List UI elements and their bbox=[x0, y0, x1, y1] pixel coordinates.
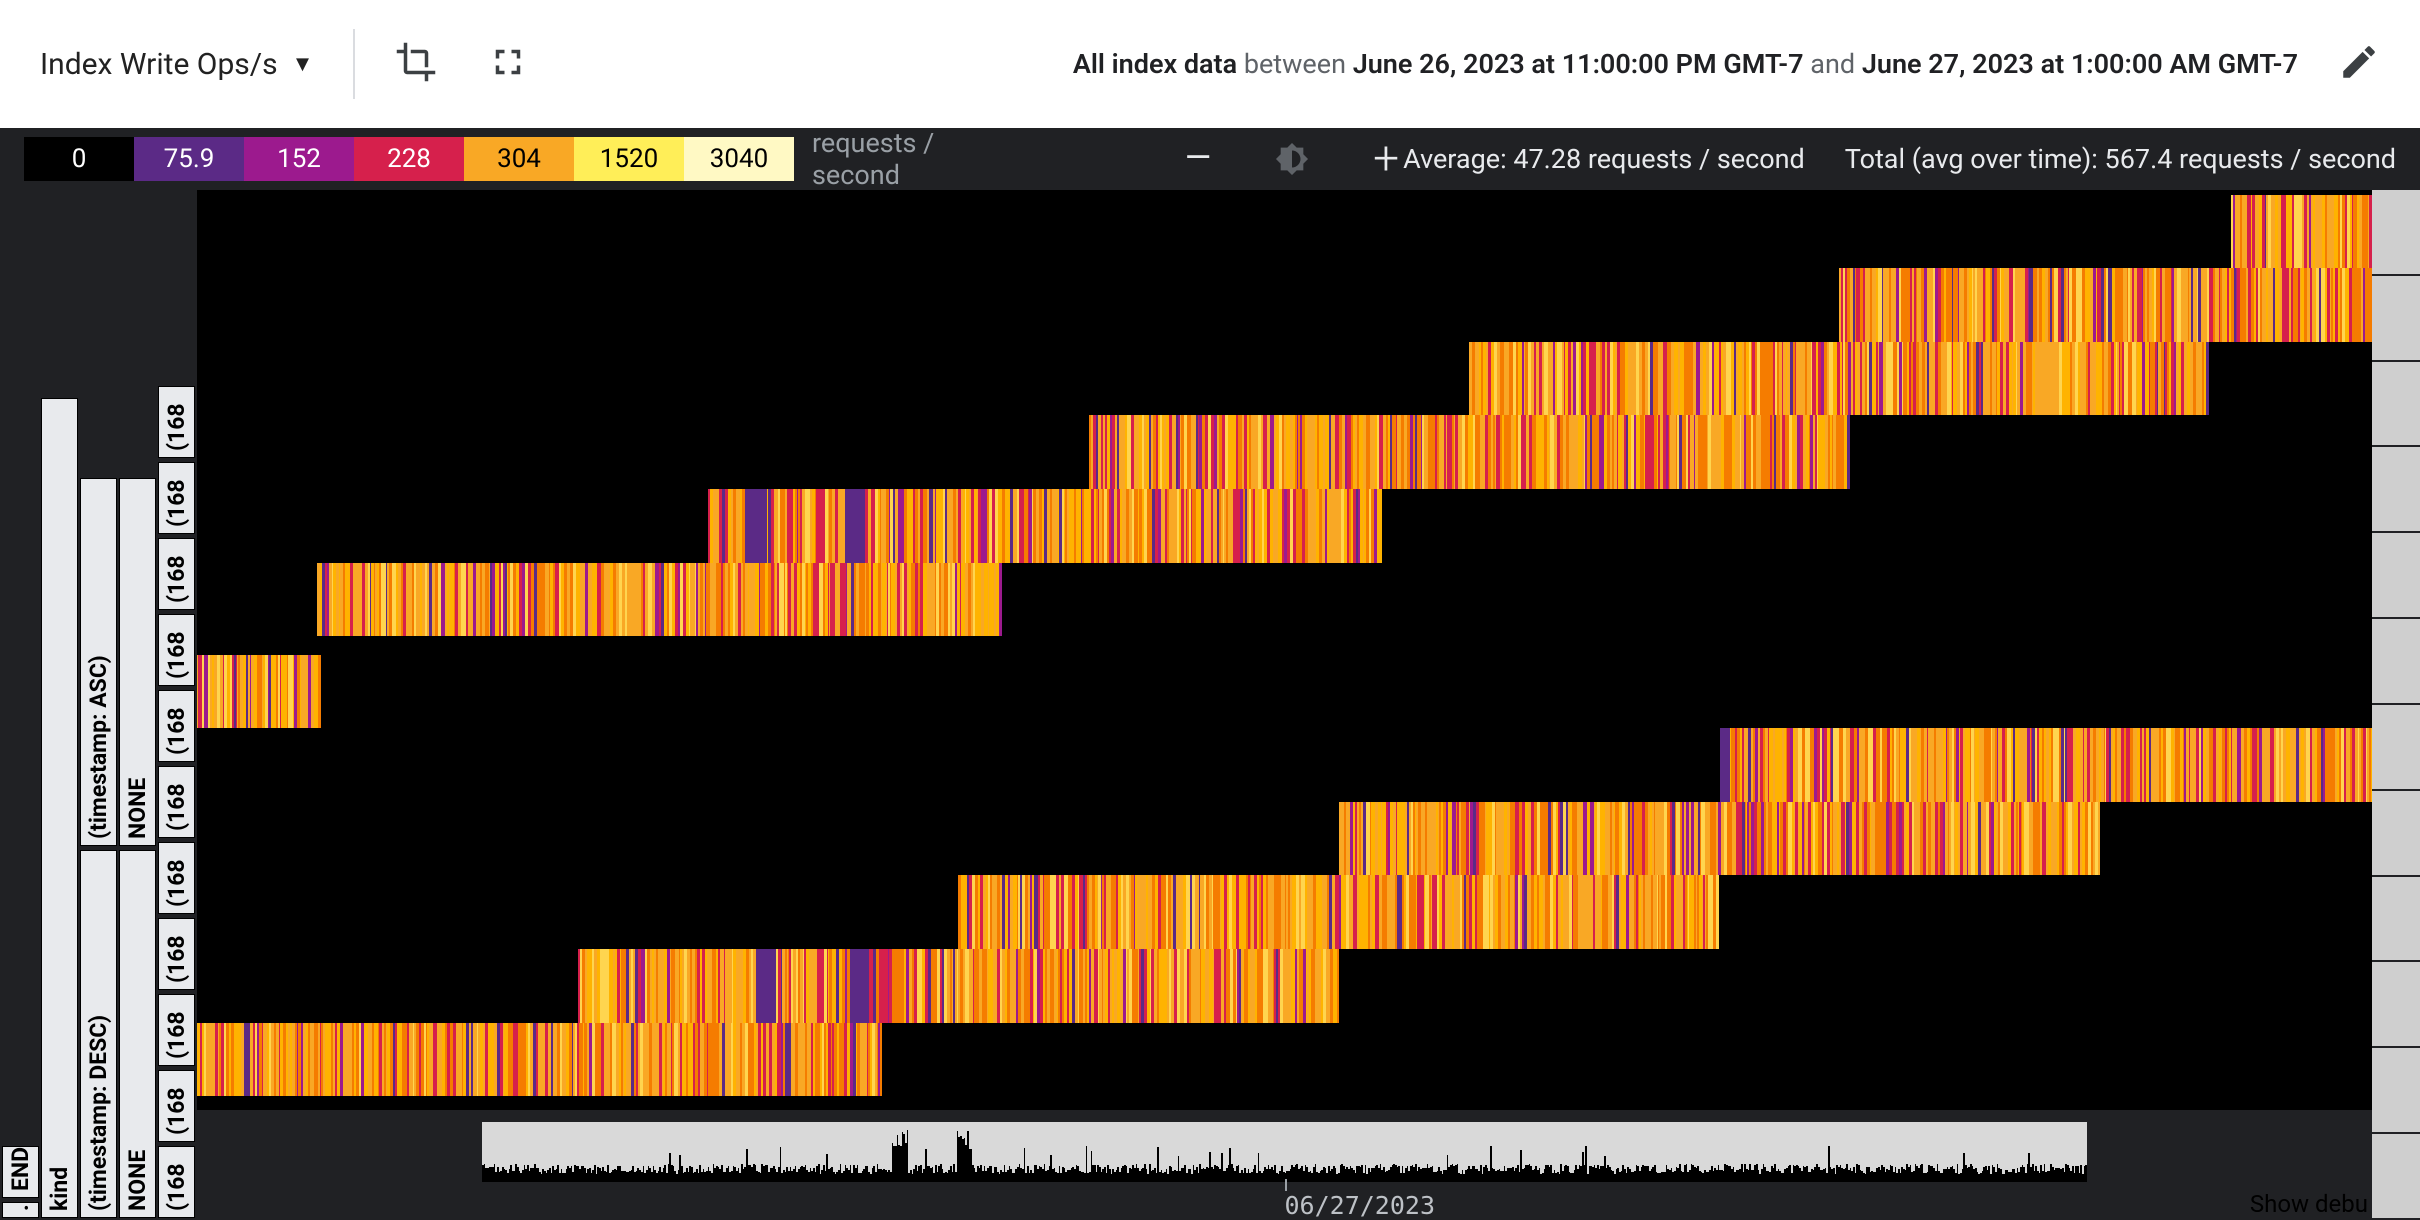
right-marker bbox=[2372, 619, 2420, 705]
heatmap-canvas[interactable] bbox=[197, 190, 2372, 1110]
y-label: (168 bbox=[158, 842, 195, 914]
y-axis-labels: . ENDkind(timestamp: DESC) (timestamp: ASC… bbox=[0, 190, 197, 1220]
timeline-brush[interactable]: 06/27/2023 Show debu bbox=[197, 1110, 2372, 1220]
header-bar: Index Write Ops/s ▼ All index data betwe… bbox=[0, 0, 2420, 128]
right-marker bbox=[2372, 276, 2420, 362]
divider bbox=[353, 29, 355, 99]
legend-swatch: 228 bbox=[354, 137, 464, 181]
right-marker bbox=[2372, 190, 2420, 276]
right-marker bbox=[2372, 1048, 2420, 1134]
brightness-icon[interactable] bbox=[1275, 142, 1309, 176]
y-label: . bbox=[2, 1202, 39, 1218]
legend-swatch: 304 bbox=[464, 137, 574, 181]
metric-label: Index Write Ops/s bbox=[40, 47, 278, 82]
y-label: (168 bbox=[158, 614, 195, 686]
y-label: (timestamp: DESC) bbox=[80, 850, 117, 1218]
y-label: END bbox=[2, 1146, 39, 1198]
y-label: kind bbox=[41, 398, 78, 1218]
y-label: (168 bbox=[158, 462, 195, 534]
right-marker bbox=[2372, 1134, 2420, 1220]
right-marker bbox=[2372, 877, 2420, 963]
zoom-out-button[interactable]: − bbox=[1181, 142, 1215, 176]
y-label: (168 bbox=[158, 386, 195, 458]
metric-dropdown[interactable]: Index Write Ops/s ▼ bbox=[40, 47, 313, 82]
legend-toolbar: 075.915222830415203040 requests / second… bbox=[0, 128, 2420, 190]
right-marker bbox=[2372, 362, 2420, 448]
y-label: NONE bbox=[119, 478, 156, 846]
legend-units: requests / second bbox=[812, 127, 941, 191]
legend-swatch: 1520 bbox=[574, 137, 684, 181]
right-marker bbox=[2372, 791, 2420, 877]
right-marker bbox=[2372, 447, 2420, 533]
y-label: (168 bbox=[158, 538, 195, 610]
legend-swatch: 75.9 bbox=[134, 137, 244, 181]
y-label: (timestamp: ASC) bbox=[80, 478, 117, 846]
chevron-down-icon: ▼ bbox=[292, 51, 314, 77]
heatmap-panel: . ENDkind(timestamp: DESC) (timestamp: ASC… bbox=[0, 190, 2420, 1220]
y-label: (168 bbox=[158, 1070, 195, 1142]
stat-average: Average: 47.28 requests / second bbox=[1403, 143, 1805, 175]
time-range-label: All index data between June 26, 2023 at … bbox=[1073, 48, 2298, 80]
color-legend: 075.915222830415203040 bbox=[24, 137, 794, 181]
fullscreen-icon[interactable] bbox=[487, 41, 529, 87]
crop-icon[interactable] bbox=[395, 41, 437, 87]
legend-swatch: 3040 bbox=[684, 137, 794, 181]
y-label: NONE bbox=[119, 850, 156, 1218]
right-marker bbox=[2372, 533, 2420, 619]
stats-readout: Average: 47.28 requests / second Total (… bbox=[1403, 143, 2396, 175]
y-label: (168 bbox=[158, 1146, 195, 1218]
right-markers bbox=[2372, 190, 2420, 1220]
debug-link[interactable]: Show debu bbox=[2250, 1190, 2368, 1218]
y-label: (168 bbox=[158, 766, 195, 838]
legend-swatch: 0 bbox=[24, 137, 134, 181]
y-label: (168 bbox=[158, 994, 195, 1066]
edit-icon[interactable] bbox=[2338, 41, 2380, 87]
right-marker bbox=[2372, 962, 2420, 1048]
timeline-tick: 06/27/2023 bbox=[1285, 1191, 1436, 1220]
y-label: (168 bbox=[158, 690, 195, 762]
y-label: (168 bbox=[158, 918, 195, 990]
sparkline[interactable] bbox=[482, 1122, 2087, 1182]
stat-total: Total (avg over time): 567.4 requests / … bbox=[1845, 143, 2396, 175]
zoom-controls: − + bbox=[1181, 142, 1403, 176]
legend-swatch: 152 bbox=[244, 137, 354, 181]
zoom-in-button[interactable]: + bbox=[1369, 142, 1403, 176]
right-marker bbox=[2372, 705, 2420, 791]
